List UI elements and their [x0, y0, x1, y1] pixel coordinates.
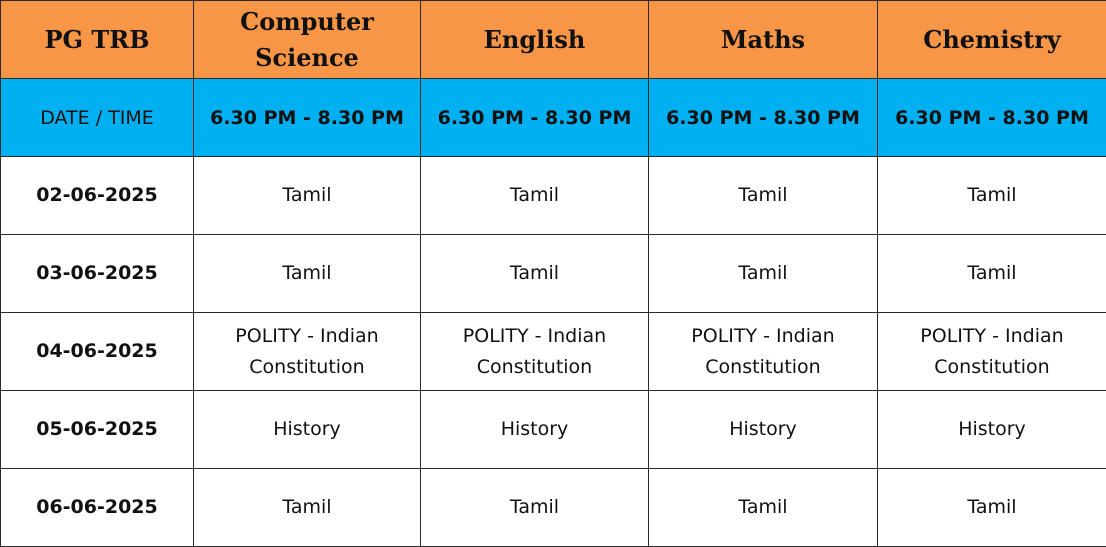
- topic-cell: POLITY - Indian Constitution: [420, 312, 649, 391]
- topic-cell: POLITY - Indian Constitution: [877, 312, 1106, 391]
- topic-cell: Tamil: [193, 234, 421, 313]
- subject-header-computer-science: Computer Science: [193, 0, 421, 79]
- topic-cell: Tamil: [193, 468, 421, 547]
- table-row: 03-06-2025 Tamil Tamil Tamil Tamil: [0, 234, 1106, 313]
- subject-header-maths: Maths: [648, 0, 878, 79]
- topic-cell: POLITY - Indian Constitution: [648, 312, 878, 391]
- date-cell: 03-06-2025: [0, 234, 194, 313]
- topic-cell: Tamil: [193, 156, 421, 235]
- topic-cell: Tamil: [877, 468, 1106, 547]
- topic-cell: Tamil: [648, 156, 878, 235]
- subject-header-english: English: [420, 0, 649, 79]
- topic-cell: Tamil: [648, 234, 878, 313]
- topic-cell: Tamil: [420, 234, 649, 313]
- table-row: 04-06-2025 POLITY - Indian Constitution …: [0, 312, 1106, 391]
- date-cell: 02-06-2025: [0, 156, 194, 235]
- corner-cell: PG TRB: [0, 0, 194, 79]
- time-cell: 6.30 PM - 8.30 PM: [648, 78, 878, 157]
- header-row: PG TRB Computer Science English Maths Ch…: [0, 0, 1106, 79]
- time-row: DATE / TIME 6.30 PM - 8.30 PM 6.30 PM - …: [0, 78, 1106, 157]
- date-cell: 04-06-2025: [0, 312, 194, 391]
- topic-cell: History: [877, 390, 1106, 469]
- date-time-label: DATE / TIME: [0, 78, 194, 157]
- time-cell: 6.30 PM - 8.30 PM: [877, 78, 1106, 157]
- date-cell: 06-06-2025: [0, 468, 194, 547]
- table-row: 06-06-2025 Tamil Tamil Tamil Tamil: [0, 468, 1106, 547]
- topic-cell: Tamil: [648, 468, 878, 547]
- table-row: 02-06-2025 Tamil Tamil Tamil Tamil: [0, 156, 1106, 235]
- topic-cell: Tamil: [420, 468, 649, 547]
- topic-cell: History: [193, 390, 421, 469]
- table-row: 05-06-2025 History History History Histo…: [0, 390, 1106, 469]
- topic-cell: Tamil: [420, 156, 649, 235]
- subject-header-chemistry: Chemistry: [877, 0, 1106, 79]
- topic-cell: POLITY - Indian Constitution: [193, 312, 421, 391]
- date-cell: 05-06-2025: [0, 390, 194, 469]
- topic-cell: History: [420, 390, 649, 469]
- time-cell: 6.30 PM - 8.30 PM: [193, 78, 421, 157]
- time-cell: 6.30 PM - 8.30 PM: [420, 78, 649, 157]
- topic-cell: History: [648, 390, 878, 469]
- topic-cell: Tamil: [877, 234, 1106, 313]
- topic-cell: Tamil: [877, 156, 1106, 235]
